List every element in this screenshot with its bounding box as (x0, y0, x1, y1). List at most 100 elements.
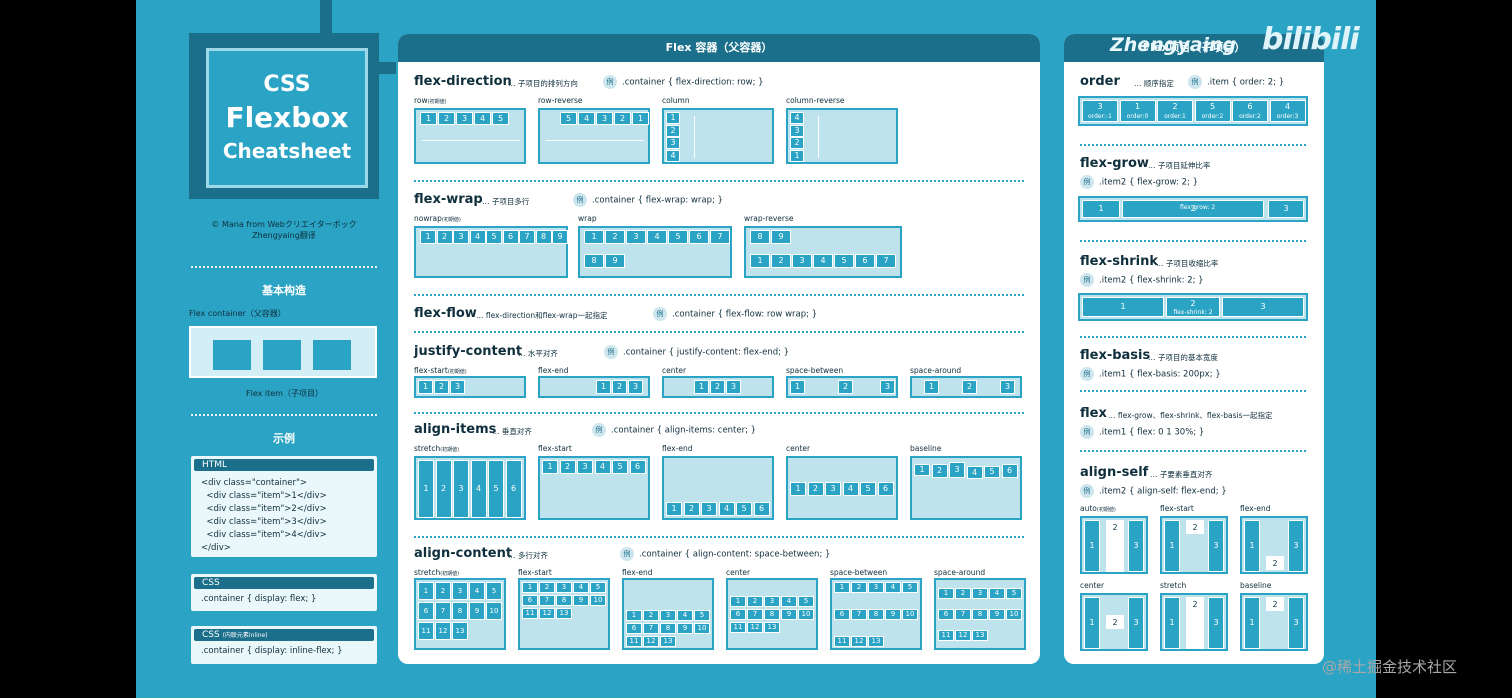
sub-label-text: flex-start (1160, 504, 1194, 513)
sub-label-text: flex-end (538, 366, 569, 375)
flex-item-panel: Flex项目（子项目） order… 顺序指定例 .item { order: 2… (1064, 34, 1324, 664)
flex-item: 1 (1164, 520, 1180, 572)
flex-item: 11 (418, 622, 434, 640)
flex-item: 4 (573, 582, 589, 593)
flex-item: 1 (418, 460, 434, 518)
order-item: 6 order:2 (1232, 100, 1268, 122)
flex-item: 2 (747, 596, 763, 607)
sub-label: row(初期値) (414, 96, 447, 105)
sub-label: space-between (786, 366, 843, 375)
sub-label-text: flex-end (622, 568, 653, 577)
flex-item: 3 (701, 502, 717, 516)
flex-item: 3 (577, 460, 593, 474)
sub-label: space-around (910, 366, 961, 375)
logo-line-flexbox: Flexbox (225, 101, 349, 134)
sub-label: row-reverse (538, 96, 583, 105)
sub-label-text: row (414, 96, 428, 105)
flex-item: 3 (1222, 297, 1304, 317)
flex-item: 1 (584, 230, 604, 244)
code-line: .container { display: flex; } (201, 594, 317, 604)
flex-item: 10 (902, 609, 918, 620)
sub-label-text: center (726, 568, 751, 577)
flex-item: 9 (989, 609, 1005, 620)
logo-inner (206, 48, 368, 188)
flex-item: 3 (1208, 520, 1224, 572)
flex-item: 3 (596, 112, 613, 125)
basic-structure-diagram (189, 326, 377, 378)
flex-item: 2 (1106, 520, 1124, 572)
order-item-value: order:0 (1126, 113, 1149, 120)
align-items-example: 例 .container { align-items: center; } (592, 423, 756, 437)
sub-label-note: (初期値) (440, 571, 460, 577)
align-items-description: … 垂直对齐 (492, 427, 532, 436)
flex-item: 2 (643, 610, 659, 621)
flex-item: 4 (813, 254, 833, 268)
flex-item: 5 (834, 254, 854, 268)
flex-item: 2 (1122, 200, 1264, 218)
flex-item: 5 (736, 502, 752, 516)
flex-item: 3 (1268, 200, 1304, 218)
css-inline-header-text: CSS (202, 630, 220, 640)
flex-item: 6 (855, 254, 875, 268)
flex-item: 13 (972, 630, 988, 641)
sub-label: center (662, 366, 686, 375)
flex-item: 7 (539, 595, 555, 606)
sub-label: auto(初期値) (1080, 504, 1116, 513)
css-code-header: CSS (194, 577, 374, 589)
order-title: order (1080, 74, 1120, 89)
flex-item: 6 (1001, 464, 1018, 478)
flex-description: … flex-grow、flex-shrink、flex-basis一起指定 (1108, 411, 1273, 420)
logo-line-cheatsheet: Cheatsheet (222, 139, 352, 163)
flex-item: 1 (730, 596, 746, 607)
column-reverse-arrow (818, 116, 819, 158)
flex-item: 3 (1288, 520, 1304, 572)
flex-item: 3 (1208, 597, 1224, 649)
flex-item: 9 (781, 609, 797, 620)
sub-label-text: center (662, 366, 687, 375)
flex-item: 10 (798, 609, 814, 620)
align-self-title: align-self (1080, 465, 1149, 480)
order-item-value: order:2 (1239, 113, 1261, 120)
example-badge: 例 (1080, 367, 1094, 381)
flex-item: 3 (1288, 597, 1304, 649)
flex-item: 10 (1006, 609, 1022, 620)
sub-label-note: (初期値) (440, 447, 460, 453)
flex-item: 1 (522, 582, 538, 593)
basic-structure-title: 基本构造 (262, 284, 306, 297)
sub-label-note: (初期値) (1096, 507, 1116, 513)
sub-label: wrap (578, 214, 597, 223)
demo-container: 3 order:-1 1 order:0 2 order:1 5 order:2 6 order:… (1078, 96, 1308, 126)
order-item: 5 order:2 (1194, 100, 1231, 122)
align-content-title: align-content (414, 546, 513, 561)
row-reverse-arrow (546, 140, 644, 141)
flex-direction-title: flex-direction (414, 74, 512, 89)
flex-item: 6 (418, 602, 434, 620)
flex-wrap-description: … 子项目多行 (482, 197, 530, 206)
order-item-number: 5 (1209, 102, 1216, 111)
example-code: .item2 { align-self: flex-end; } (1099, 486, 1227, 497)
sub-label: nowrap(初期値) (414, 214, 461, 223)
flex-item: 7 (643, 623, 659, 634)
flex-item: 8 (556, 595, 572, 606)
flex-item: 6 (753, 502, 770, 516)
sub-label: stretch(初期値) (414, 444, 459, 453)
flex-item-box (213, 340, 251, 370)
order-item: 2 order:1 (1157, 100, 1193, 122)
example-badge: 例 (604, 345, 618, 359)
align-self-example: 例 .item2 { align-self: flex-end; } (1080, 484, 1227, 498)
example-badge: 例 (603, 75, 617, 89)
flex-item: 6 (629, 460, 646, 474)
credit-line: © Mana from Webクリエイターボック (211, 220, 357, 229)
sub-label-note: (初期値) (447, 369, 467, 375)
sub-label-text: column-reverse (786, 96, 845, 105)
flex-item: 1 (834, 582, 850, 593)
flex-item: 8 (868, 609, 884, 620)
flex-item: 10 (694, 623, 710, 634)
flex-item: 3 (456, 112, 473, 125)
flex-item: 2 (710, 380, 725, 394)
flex-item: 9 (552, 230, 568, 244)
